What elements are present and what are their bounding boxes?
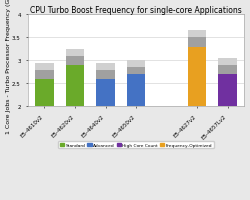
Bar bbox=[35, 79, 54, 198]
Bar bbox=[96, 70, 115, 79]
Bar bbox=[66, 66, 84, 198]
Bar bbox=[96, 63, 115, 70]
Bar bbox=[218, 75, 237, 198]
Bar bbox=[96, 79, 115, 198]
Legend: Standard, Advanced, High Core Count, Frequency-Optimized: Standard, Advanced, High Core Count, Fre… bbox=[58, 142, 214, 148]
Bar bbox=[188, 38, 206, 47]
Title: CPU Turbo Boost Frequency for single-core Applications: CPU Turbo Boost Frequency for single-cor… bbox=[30, 6, 242, 14]
Bar bbox=[127, 68, 145, 75]
Bar bbox=[218, 66, 237, 75]
Bar bbox=[127, 61, 145, 68]
Bar bbox=[218, 59, 237, 66]
Y-axis label: 1 Core Jobs - Turbo Processor Frequency (GHz): 1 Core Jobs - Turbo Processor Frequency … bbox=[6, 0, 10, 133]
Bar bbox=[127, 75, 145, 198]
Bar bbox=[188, 47, 206, 198]
Bar bbox=[188, 31, 206, 38]
Bar bbox=[35, 70, 54, 79]
Bar bbox=[66, 56, 84, 66]
Bar bbox=[66, 50, 84, 56]
Bar bbox=[35, 63, 54, 70]
